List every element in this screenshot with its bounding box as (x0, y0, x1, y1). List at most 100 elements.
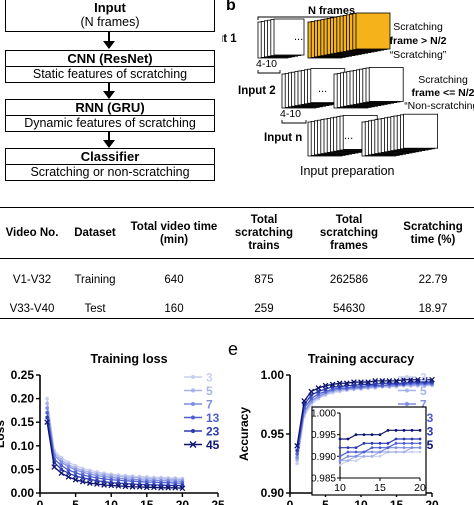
data-point (122, 483, 129, 490)
data-point (109, 477, 113, 482)
legend-label: 5 (420, 384, 427, 398)
non-scratching-rule-line: “Non-scratching” (404, 100, 474, 112)
data-point (66, 468, 71, 472)
inset-data-point (338, 446, 342, 450)
inset-data-point (418, 428, 422, 432)
data-point (407, 376, 414, 383)
table-cell: 18.97 (418, 303, 448, 315)
header-trains: Total scratching trains (222, 208, 306, 259)
input-preparation-caption: Input preparation (300, 164, 395, 178)
inset-data-point (338, 463, 342, 467)
inset-data-point (370, 441, 374, 445)
y-tick-label: 0.25 (11, 368, 35, 382)
header-scratching-time: Scratching time (%) (392, 208, 474, 259)
inset-data-point (402, 437, 406, 441)
table-cell: Training (74, 274, 116, 286)
ellipsis-1: ... (294, 31, 303, 43)
data-point (358, 379, 364, 385)
data-point (115, 483, 122, 489)
x-tick-label: 0 (37, 498, 44, 505)
y-tick-label: 0.15 (11, 415, 35, 429)
table-cell: 640 (164, 274, 184, 286)
data-point (309, 396, 314, 401)
inset-data-point (362, 450, 366, 454)
accuracy-inset: 0.985 0.990 0.995 1.000 10 15 20 (311, 406, 427, 496)
inset-y-tick-label: 0.990 (311, 452, 336, 463)
panel-letter-b: b (226, 0, 236, 14)
inset-data-point (418, 437, 422, 441)
data-point (51, 464, 58, 470)
legend-marker (191, 388, 195, 393)
legend-label: 5 (206, 384, 213, 398)
inset-data-point (362, 454, 366, 458)
inset-data-point (402, 446, 406, 450)
inset-data-point (386, 441, 390, 445)
data-point (72, 476, 79, 483)
chart-loss: Training loss 0.00 0.05 0.10 0.15 0.20 0.25 0 5 1… (0, 352, 225, 505)
legend-label: 7 (420, 398, 427, 412)
legend-label: 3 (420, 371, 427, 385)
data-point (108, 482, 115, 489)
data-point (351, 379, 357, 385)
inset-data-point (378, 441, 382, 445)
data-point (301, 398, 308, 404)
table-cell: Test (84, 303, 106, 315)
inset-data-point (418, 446, 422, 450)
flow-step-title: Input (94, 0, 126, 15)
data-point (400, 376, 407, 383)
inset-data-point (394, 450, 398, 454)
scratching-rule-line: frame > N/2 (390, 35, 447, 47)
data-point (152, 480, 156, 484)
data-point (86, 480, 93, 486)
inset-data-point (402, 441, 406, 445)
header-total-time: Total video time (min) (126, 208, 222, 259)
y-tick-label: 0.05 (11, 462, 35, 476)
input-n-frames (307, 113, 439, 157)
chart-title: Training accuracy (308, 352, 414, 366)
data-point (145, 482, 149, 487)
y-tick-label: 0.90 (261, 486, 285, 500)
legend-marker (191, 429, 195, 433)
legend-label: 7 (206, 398, 213, 412)
table-cell: 262586 (329, 274, 369, 286)
data-point (352, 383, 356, 388)
inset-data-point (418, 441, 422, 445)
y-tick-label: 0.95 (261, 427, 285, 441)
data-point (295, 461, 299, 466)
data-point (422, 376, 428, 383)
legend-marker (405, 402, 409, 406)
flow-arrow (103, 132, 115, 148)
input-1-frames (257, 12, 391, 59)
data-point (414, 376, 421, 383)
input-2-label: Input 2 (238, 85, 276, 97)
scratching-rule-line: Scratching (393, 21, 443, 33)
data-point (379, 378, 386, 384)
table-header-row: Video No. Dataset Total video time (min)… (0, 208, 474, 259)
data-point (59, 463, 64, 468)
data-point (44, 419, 50, 426)
data-point (109, 480, 113, 485)
x-tick-label: 15 (390, 498, 404, 505)
data-point (45, 401, 49, 406)
y-tick-label: 0.10 (11, 439, 35, 453)
inset-data-point (354, 459, 358, 463)
flow-arrow (103, 32, 115, 49)
offset-brackets (257, 70, 307, 124)
x-tick-label: 0 (287, 498, 294, 505)
legend-marker (191, 415, 195, 420)
frame (355, 12, 391, 50)
data-point (66, 464, 71, 469)
data-point (59, 467, 64, 472)
legend-label: 3 (206, 371, 213, 385)
x-tick-label: 20 (176, 498, 190, 505)
inset-x-tick-label: 10 (334, 482, 346, 494)
data-point (80, 476, 85, 480)
data-point (80, 473, 85, 477)
inset-x-tick-label: 20 (414, 482, 426, 494)
data-point (165, 484, 172, 491)
data-point (337, 385, 342, 389)
data-point (130, 482, 135, 486)
x-tick-label: 25 (211, 498, 225, 505)
y-tick-label: 0.00 (11, 486, 35, 500)
input-1-label: Input 1 (222, 33, 237, 45)
